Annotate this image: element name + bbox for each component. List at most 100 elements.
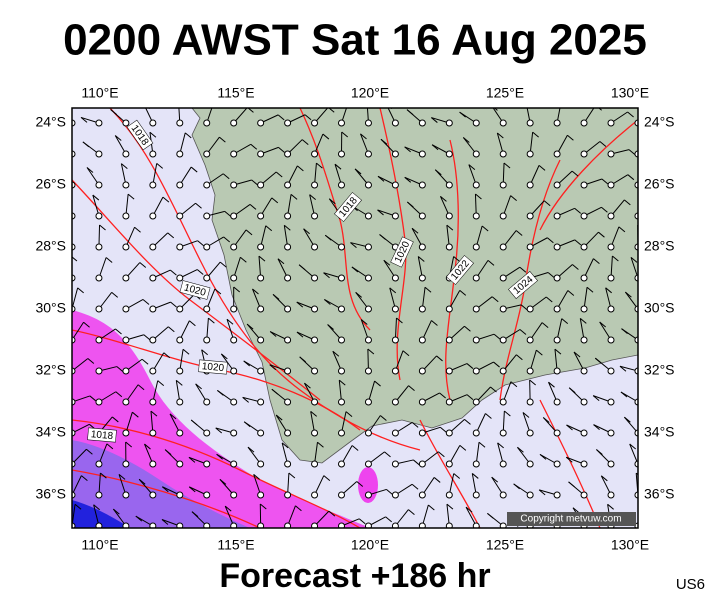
station xyxy=(285,244,291,250)
station xyxy=(150,430,156,436)
station xyxy=(473,275,479,281)
station xyxy=(392,461,398,467)
station xyxy=(500,306,506,312)
station xyxy=(258,430,264,436)
lon-label: 110°E xyxy=(81,85,118,101)
station xyxy=(285,430,291,436)
station xyxy=(608,337,614,343)
station xyxy=(581,430,587,436)
station xyxy=(339,430,345,436)
station xyxy=(581,213,587,219)
station xyxy=(365,275,371,281)
station xyxy=(123,337,129,343)
station xyxy=(446,337,452,343)
barb-feather xyxy=(214,102,220,107)
station xyxy=(123,492,129,498)
station xyxy=(231,492,237,498)
station xyxy=(96,306,102,312)
station xyxy=(312,461,318,467)
lat-label: 28°S xyxy=(35,238,66,254)
station xyxy=(473,120,479,126)
station xyxy=(177,275,183,281)
station xyxy=(365,182,371,188)
station xyxy=(204,492,210,498)
lon-label: 125°E xyxy=(486,537,524,553)
station xyxy=(500,492,506,498)
station xyxy=(365,337,371,343)
station xyxy=(581,492,587,498)
station xyxy=(392,151,398,157)
station xyxy=(527,306,533,312)
lon-label: 110°E xyxy=(81,537,118,553)
station xyxy=(554,492,560,498)
station xyxy=(365,492,371,498)
station xyxy=(419,492,425,498)
station xyxy=(339,275,345,281)
station xyxy=(231,244,237,250)
station xyxy=(339,244,345,250)
station xyxy=(312,120,318,126)
station xyxy=(581,368,587,374)
station xyxy=(608,213,614,219)
lat-label: 34°S xyxy=(644,424,675,440)
station xyxy=(285,182,291,188)
station xyxy=(123,306,129,312)
station xyxy=(419,337,425,343)
station xyxy=(123,244,129,250)
station xyxy=(285,399,291,405)
lon-label: 115°E xyxy=(217,85,254,101)
station xyxy=(446,368,452,374)
station xyxy=(581,244,587,250)
barb-feather xyxy=(643,505,649,510)
station xyxy=(365,399,371,405)
barb-shaft xyxy=(54,150,72,154)
station xyxy=(177,399,183,405)
station xyxy=(446,120,452,126)
station xyxy=(473,213,479,219)
station xyxy=(231,213,237,219)
station xyxy=(204,213,210,219)
station xyxy=(419,151,425,157)
station xyxy=(581,182,587,188)
lon-label: 120°E xyxy=(351,537,389,553)
station xyxy=(473,430,479,436)
station xyxy=(177,120,183,126)
station xyxy=(581,461,587,467)
station xyxy=(500,275,506,281)
station xyxy=(527,492,533,498)
station xyxy=(204,182,210,188)
barb-feather xyxy=(654,142,660,147)
station xyxy=(500,213,506,219)
station xyxy=(500,182,506,188)
station xyxy=(365,461,371,467)
station xyxy=(365,306,371,312)
station xyxy=(554,182,560,188)
station xyxy=(608,244,614,250)
station xyxy=(231,461,237,467)
station xyxy=(554,430,560,436)
station xyxy=(312,368,318,374)
barb-feather xyxy=(64,227,70,232)
barb-feather xyxy=(348,102,354,107)
barb-shaft xyxy=(638,142,654,154)
station xyxy=(419,213,425,219)
station xyxy=(392,213,398,219)
barb-feather xyxy=(644,195,650,200)
station xyxy=(285,492,291,498)
station xyxy=(177,151,183,157)
station xyxy=(204,275,210,281)
station xyxy=(392,337,398,343)
station xyxy=(608,151,614,157)
barb-feather xyxy=(179,101,185,106)
station xyxy=(608,368,614,374)
station xyxy=(500,368,506,374)
station xyxy=(150,368,156,374)
station xyxy=(339,399,345,405)
lat-label: 36°S xyxy=(644,486,675,502)
forecast-label: Forecast +186 hr xyxy=(219,557,490,595)
station xyxy=(312,244,318,250)
station xyxy=(177,182,183,188)
station xyxy=(581,306,587,312)
station xyxy=(554,213,560,219)
